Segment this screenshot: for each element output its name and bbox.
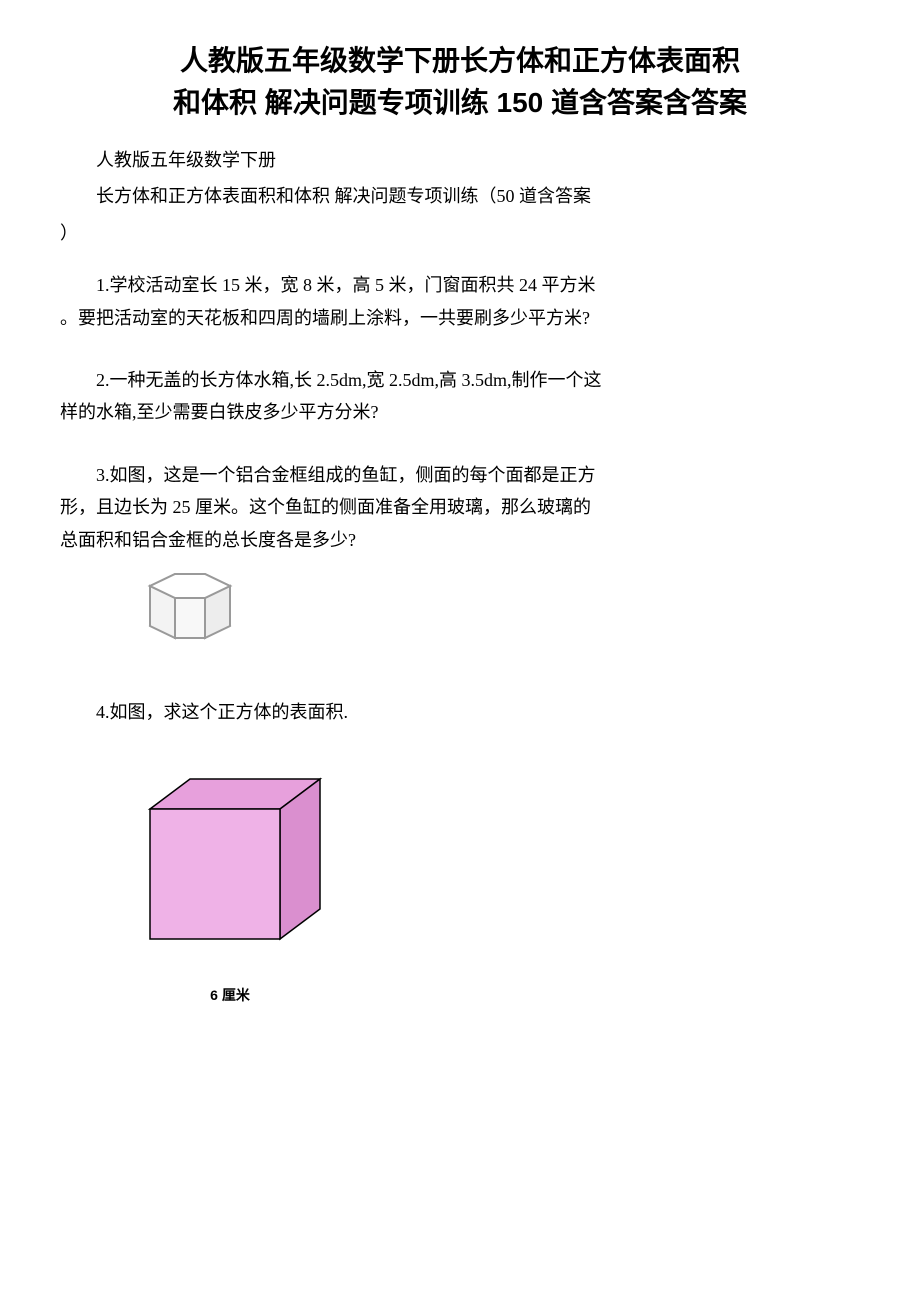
- problem-1-line-b: 。要把活动室的天花板和四周的墙刷上涂料，一共要刷多少平方米?: [60, 302, 860, 334]
- problem-3-line-b: 形，且边长为 25 厘米。这个鱼缸的侧面准备全用玻璃，那么玻璃的: [60, 491, 860, 523]
- cube-figure: 6 厘米: [120, 739, 860, 1009]
- subtitle-2: 长方体和正方体表面积和体积 解决问题专项训练（50 道含答案: [60, 180, 860, 212]
- cube-icon: [120, 739, 340, 969]
- problem-2: 2.一种无盖的长方体水箱,长 2.5dm,宽 2.5dm,高 3.5dm,制作一…: [60, 364, 860, 429]
- cube-label: 6 厘米: [120, 983, 340, 1008]
- problem-3: 3.如图，这是一个铝合金框组成的鱼缸，侧面的每个面都是正方 形，且边长为 25 …: [60, 459, 860, 667]
- problem-3-line-c: 总面积和铝合金框的总长度各是多少?: [60, 524, 860, 556]
- problem-2-line-a: 2.一种无盖的长方体水箱,长 2.5dm,宽 2.5dm,高 3.5dm,制作一…: [60, 364, 860, 396]
- title-line-2: 和体积 解决问题专项训练 150 道含答案含答案: [60, 82, 860, 124]
- problem-2-line-b: 样的水箱,至少需要白铁皮多少平方分米?: [60, 396, 860, 428]
- problem-4-text: 4.如图，求这个正方体的表面积.: [60, 696, 860, 728]
- title-line-1: 人教版五年级数学下册长方体和正方体表面积: [60, 40, 860, 82]
- problem-1-line-a: 1.学校活动室长 15 米，宽 8 米，高 5 米，门窗面积共 24 平方米: [60, 269, 860, 301]
- problem-1: 1.学校活动室长 15 米，宽 8 米，高 5 米，门窗面积共 24 平方米 。…: [60, 269, 860, 334]
- subtitle-1: 人教版五年级数学下册: [60, 144, 860, 176]
- hex-prism-figure: [120, 566, 860, 666]
- subtitle-2b: ）: [60, 217, 860, 249]
- problem-3-line-a: 3.如图，这是一个铝合金框组成的鱼缸，侧面的每个面都是正方: [60, 459, 860, 491]
- problem-4: 4.如图，求这个正方体的表面积. 6 厘米: [60, 696, 860, 1008]
- hex-prism-icon: [120, 566, 250, 656]
- doc-title: 人教版五年级数学下册长方体和正方体表面积 和体积 解决问题专项训练 150 道含…: [60, 40, 860, 124]
